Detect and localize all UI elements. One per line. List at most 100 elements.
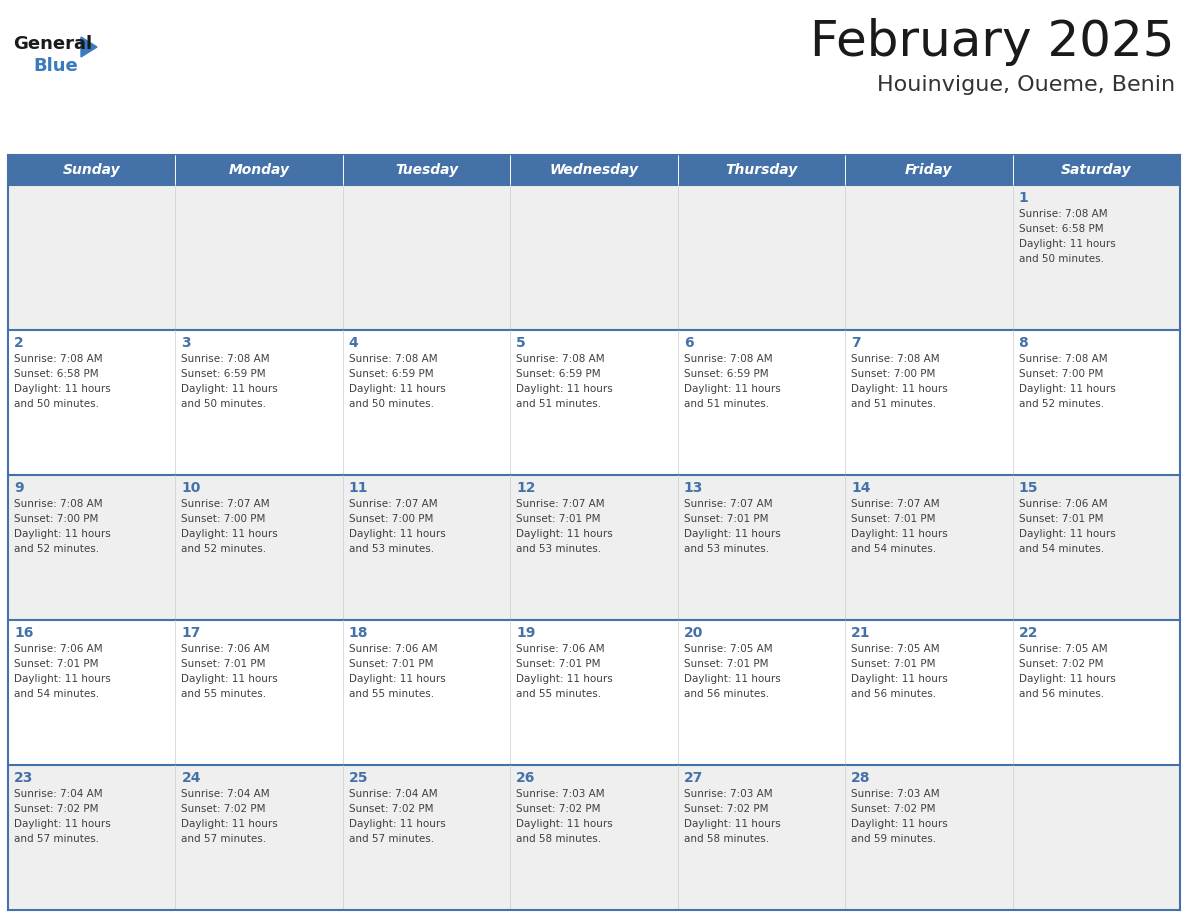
Bar bbox=[677, 155, 845, 185]
Bar bbox=[677, 620, 845, 765]
Text: Wednesday: Wednesday bbox=[550, 163, 638, 177]
Text: Daylight: 11 hours: Daylight: 11 hours bbox=[1018, 674, 1116, 684]
Text: and 57 minutes.: and 57 minutes. bbox=[14, 834, 99, 844]
Bar bbox=[8, 620, 176, 765]
Bar bbox=[1012, 330, 1180, 475]
Text: Sunset: 7:02 PM: Sunset: 7:02 PM bbox=[1018, 659, 1104, 669]
Bar bbox=[677, 185, 845, 330]
Bar bbox=[1012, 185, 1180, 330]
Text: Sunrise: 7:08 AM: Sunrise: 7:08 AM bbox=[684, 354, 772, 364]
Text: Sunset: 7:01 PM: Sunset: 7:01 PM bbox=[517, 514, 601, 524]
Text: Sunset: 7:01 PM: Sunset: 7:01 PM bbox=[851, 514, 936, 524]
Text: and 55 minutes.: and 55 minutes. bbox=[349, 689, 434, 699]
Text: Daylight: 11 hours: Daylight: 11 hours bbox=[1018, 529, 1116, 539]
Text: Daylight: 11 hours: Daylight: 11 hours bbox=[684, 384, 781, 394]
Text: Sunrise: 7:08 AM: Sunrise: 7:08 AM bbox=[182, 354, 270, 364]
Text: and 53 minutes.: and 53 minutes. bbox=[517, 544, 601, 554]
Text: 28: 28 bbox=[851, 771, 871, 785]
Text: Sunset: 7:01 PM: Sunset: 7:01 PM bbox=[182, 659, 266, 669]
Text: Daylight: 11 hours: Daylight: 11 hours bbox=[851, 819, 948, 829]
Text: Tuesday: Tuesday bbox=[394, 163, 459, 177]
Text: Daylight: 11 hours: Daylight: 11 hours bbox=[517, 384, 613, 394]
Text: and 51 minutes.: and 51 minutes. bbox=[684, 399, 769, 409]
Text: 8: 8 bbox=[1018, 336, 1029, 350]
Text: 22: 22 bbox=[1018, 626, 1038, 640]
Text: Sunrise: 7:08 AM: Sunrise: 7:08 AM bbox=[1018, 209, 1107, 219]
Text: 7: 7 bbox=[851, 336, 861, 350]
Bar bbox=[845, 330, 1012, 475]
Text: Sunrise: 7:03 AM: Sunrise: 7:03 AM bbox=[851, 789, 940, 799]
Text: Sunrise: 7:06 AM: Sunrise: 7:06 AM bbox=[14, 644, 102, 654]
Bar bbox=[343, 155, 511, 185]
Text: and 58 minutes.: and 58 minutes. bbox=[517, 834, 601, 844]
Bar bbox=[343, 765, 511, 910]
Bar bbox=[845, 185, 1012, 330]
Text: Sunset: 6:59 PM: Sunset: 6:59 PM bbox=[517, 369, 601, 379]
Bar bbox=[176, 475, 343, 620]
Bar bbox=[8, 155, 176, 185]
Text: 9: 9 bbox=[14, 481, 24, 495]
Bar bbox=[343, 185, 511, 330]
Text: 14: 14 bbox=[851, 481, 871, 495]
Text: Sunrise: 7:07 AM: Sunrise: 7:07 AM bbox=[349, 499, 437, 509]
Text: 15: 15 bbox=[1018, 481, 1038, 495]
Text: Sunset: 7:01 PM: Sunset: 7:01 PM bbox=[349, 659, 434, 669]
Text: 20: 20 bbox=[684, 626, 703, 640]
Text: 19: 19 bbox=[517, 626, 536, 640]
Text: Sunset: 7:02 PM: Sunset: 7:02 PM bbox=[182, 804, 266, 814]
Bar bbox=[8, 330, 176, 475]
Text: Sunrise: 7:08 AM: Sunrise: 7:08 AM bbox=[517, 354, 605, 364]
Bar bbox=[8, 765, 176, 910]
Bar bbox=[1012, 620, 1180, 765]
Bar bbox=[176, 155, 343, 185]
Bar bbox=[511, 475, 677, 620]
Bar bbox=[8, 185, 176, 330]
Text: Daylight: 11 hours: Daylight: 11 hours bbox=[1018, 384, 1116, 394]
Bar bbox=[176, 185, 343, 330]
Text: and 52 minutes.: and 52 minutes. bbox=[182, 544, 266, 554]
Text: Sunrise: 7:05 AM: Sunrise: 7:05 AM bbox=[1018, 644, 1107, 654]
Text: and 53 minutes.: and 53 minutes. bbox=[349, 544, 434, 554]
Text: Daylight: 11 hours: Daylight: 11 hours bbox=[14, 384, 110, 394]
Text: 2: 2 bbox=[14, 336, 24, 350]
Text: Sunrise: 7:08 AM: Sunrise: 7:08 AM bbox=[14, 499, 102, 509]
Text: Sunset: 7:02 PM: Sunset: 7:02 PM bbox=[517, 804, 601, 814]
Text: Sunset: 7:01 PM: Sunset: 7:01 PM bbox=[684, 514, 769, 524]
Bar bbox=[1012, 475, 1180, 620]
Bar bbox=[845, 475, 1012, 620]
Text: 11: 11 bbox=[349, 481, 368, 495]
Text: Sunrise: 7:05 AM: Sunrise: 7:05 AM bbox=[851, 644, 940, 654]
Text: 23: 23 bbox=[14, 771, 33, 785]
Text: Sunset: 7:01 PM: Sunset: 7:01 PM bbox=[851, 659, 936, 669]
Text: Daylight: 11 hours: Daylight: 11 hours bbox=[517, 529, 613, 539]
Text: Daylight: 11 hours: Daylight: 11 hours bbox=[182, 819, 278, 829]
Text: Daylight: 11 hours: Daylight: 11 hours bbox=[684, 674, 781, 684]
Text: Monday: Monday bbox=[228, 163, 290, 177]
Text: Daylight: 11 hours: Daylight: 11 hours bbox=[349, 674, 446, 684]
Bar bbox=[343, 475, 511, 620]
Text: 26: 26 bbox=[517, 771, 536, 785]
Bar bbox=[845, 765, 1012, 910]
Text: Sunrise: 7:07 AM: Sunrise: 7:07 AM bbox=[182, 499, 270, 509]
Text: and 53 minutes.: and 53 minutes. bbox=[684, 544, 769, 554]
Bar bbox=[176, 620, 343, 765]
Text: Houinvigue, Oueme, Benin: Houinvigue, Oueme, Benin bbox=[877, 75, 1175, 95]
Text: Daylight: 11 hours: Daylight: 11 hours bbox=[684, 529, 781, 539]
Text: Sunset: 7:02 PM: Sunset: 7:02 PM bbox=[684, 804, 769, 814]
Text: Friday: Friday bbox=[905, 163, 953, 177]
Text: Daylight: 11 hours: Daylight: 11 hours bbox=[349, 384, 446, 394]
Text: Sunset: 7:00 PM: Sunset: 7:00 PM bbox=[1018, 369, 1102, 379]
Text: 4: 4 bbox=[349, 336, 359, 350]
Text: Sunset: 7:01 PM: Sunset: 7:01 PM bbox=[14, 659, 99, 669]
Bar bbox=[511, 620, 677, 765]
Text: 3: 3 bbox=[182, 336, 191, 350]
Text: Daylight: 11 hours: Daylight: 11 hours bbox=[851, 674, 948, 684]
Bar bbox=[343, 620, 511, 765]
Text: Sunset: 7:02 PM: Sunset: 7:02 PM bbox=[349, 804, 434, 814]
Bar bbox=[511, 155, 677, 185]
Text: 24: 24 bbox=[182, 771, 201, 785]
Text: Sunrise: 7:08 AM: Sunrise: 7:08 AM bbox=[1018, 354, 1107, 364]
Text: 16: 16 bbox=[14, 626, 33, 640]
Text: Sunrise: 7:03 AM: Sunrise: 7:03 AM bbox=[517, 789, 605, 799]
Text: and 51 minutes.: and 51 minutes. bbox=[517, 399, 601, 409]
